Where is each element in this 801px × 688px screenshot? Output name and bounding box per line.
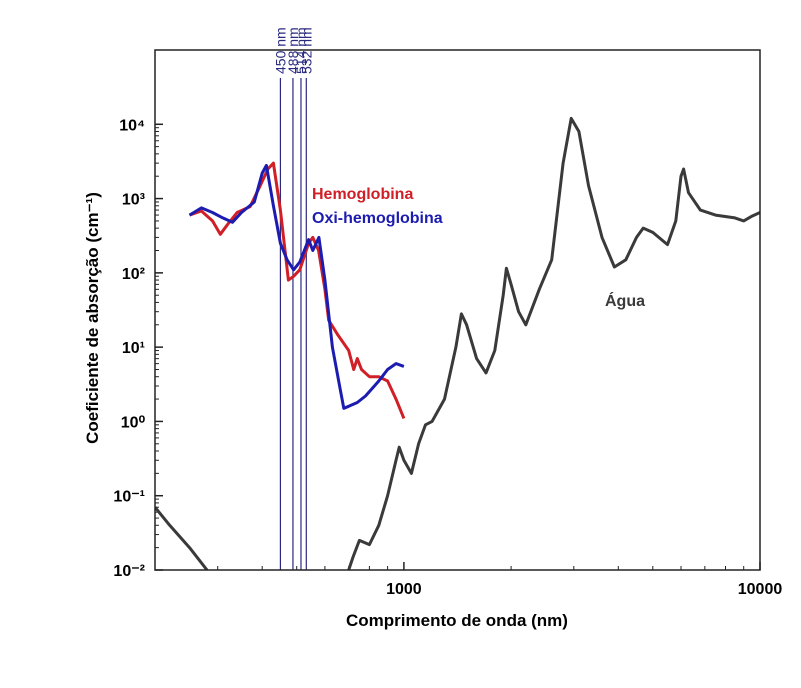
y-axis-label: Coeficiente de absorção (cm⁻¹) (83, 192, 102, 444)
y-tick-label: 10⁻² (113, 563, 145, 580)
x-tick-label: 10000 (738, 581, 783, 598)
y-tick-label: 10⁴ (119, 117, 145, 134)
series-line (188, 163, 405, 410)
series-label: Oxi-hemoglobina (312, 210, 443, 227)
plot-lines (155, 116, 760, 570)
x-axis-label: Comprimento de onda (nm) (346, 611, 568, 630)
plot-frame (154, 49, 761, 571)
y-tick-label: 10⁰ (121, 414, 146, 431)
y-tick-label: 10² (122, 266, 145, 283)
series-label: Hemoglobina (312, 186, 413, 203)
series-line (155, 116, 760, 570)
y-tick-label: 10³ (122, 192, 145, 209)
y-tick-label: 10⁻¹ (113, 489, 145, 506)
series-label: Água (605, 291, 645, 310)
x-tick-label: 1000 (386, 581, 422, 598)
y-tick-label: 10¹ (122, 340, 145, 357)
